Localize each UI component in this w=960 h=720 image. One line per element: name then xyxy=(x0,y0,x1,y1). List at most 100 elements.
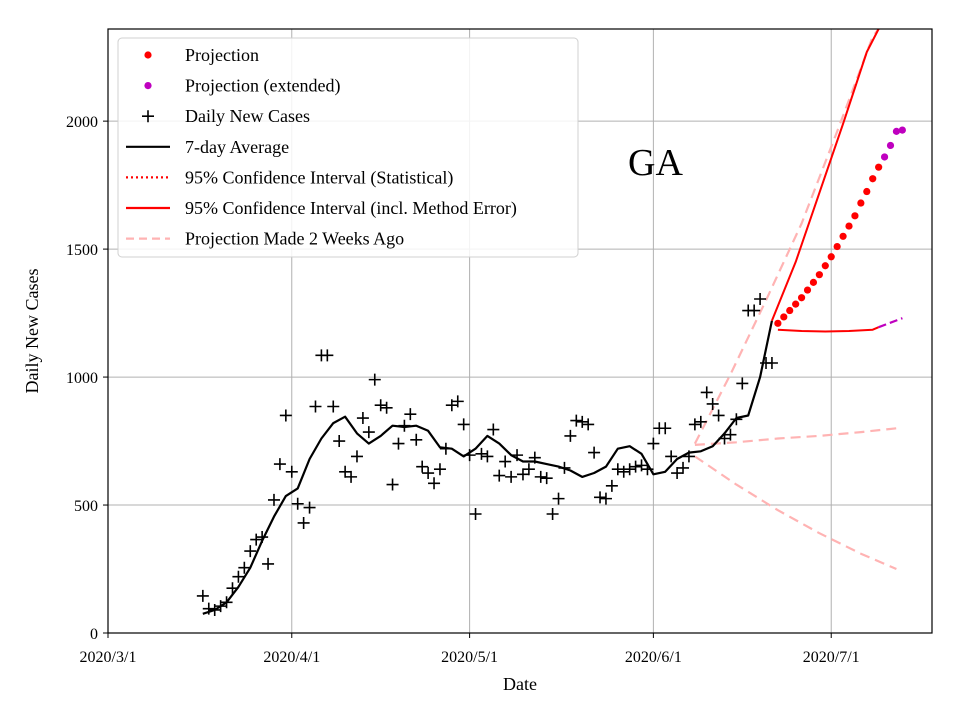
daily-cases-marker xyxy=(285,465,298,478)
daily-cases-marker xyxy=(244,545,257,558)
daily-cases-marker xyxy=(238,561,251,574)
daily-cases-marker xyxy=(386,478,399,491)
daily-cases-marker xyxy=(398,419,411,432)
daily-cases-marker xyxy=(303,501,316,514)
daily-cases-marker xyxy=(256,531,269,544)
daily-cases-marker xyxy=(410,433,423,446)
x-tick-label: 2020/6/1 xyxy=(625,649,682,666)
legend-label: Projection xyxy=(185,45,259,65)
daily-cases-marker xyxy=(665,450,678,463)
daily-cases-marker xyxy=(730,413,743,426)
daily-cases-marker xyxy=(362,426,375,439)
projection-made-2-weeks-ago-lower-line xyxy=(694,455,897,571)
daily-cases-marker xyxy=(368,373,381,386)
daily-cases-marker xyxy=(202,602,215,615)
x-tick-label: 2020/3/1 xyxy=(80,649,137,666)
y-tick-label: 500 xyxy=(74,498,98,515)
projection-dot xyxy=(875,163,883,171)
legend-handle-black-plus xyxy=(142,110,154,123)
daily-cases-marker xyxy=(428,477,441,490)
daily-cases-marker xyxy=(226,582,239,595)
legend-box xyxy=(117,37,579,258)
lower-extended-line xyxy=(878,317,903,329)
daily-cases-marker xyxy=(439,442,452,455)
daily-cases-marker xyxy=(623,463,636,476)
legend-handle-magenta-dot xyxy=(144,82,152,90)
projection-dot xyxy=(851,212,859,220)
y-tick-label: 0 xyxy=(90,626,98,643)
daily-cases-marker xyxy=(267,493,280,506)
daily-cases-marker xyxy=(599,492,612,505)
daily-cases-marker xyxy=(736,377,749,390)
daily-cases-marker xyxy=(588,446,601,459)
daily-cases-marker xyxy=(528,451,541,464)
daily-cases-marker xyxy=(582,418,595,431)
plot-frame xyxy=(107,28,933,634)
daily-cases-marker xyxy=(487,423,500,436)
projection-made-2-weeks-ago-middle-line xyxy=(694,427,897,446)
daily-cases-marker xyxy=(374,399,387,412)
projection-dot xyxy=(863,187,871,196)
projection-dot xyxy=(803,286,812,294)
daily-cases-marker xyxy=(647,437,660,450)
daily-cases-marker xyxy=(552,492,565,505)
daily-cases-marker xyxy=(641,463,654,476)
legend-handle-red-dot xyxy=(144,51,152,59)
projection-dot xyxy=(780,313,788,321)
plot-area xyxy=(196,29,906,616)
daily-cases-marker xyxy=(516,468,529,481)
daily-cases-marker xyxy=(327,400,340,413)
7-day-average-line xyxy=(202,320,773,615)
legend-label: 95% Confidence Interval (Statistical) xyxy=(185,167,453,188)
daily-cases-marker xyxy=(380,401,393,414)
projection-dot xyxy=(797,294,806,302)
daily-cases-marker xyxy=(700,386,713,399)
projection-extended-dot xyxy=(892,127,901,135)
daily-cases-marker xyxy=(511,449,524,462)
daily-cases-marker xyxy=(534,470,547,483)
daily-cases-marker xyxy=(196,589,209,602)
95-confidence-interval-incl-method-error-lower-line xyxy=(777,326,879,333)
projection-dot xyxy=(774,319,782,327)
x-tick-label: 2020/4/1 xyxy=(263,649,320,666)
daily-cases-marker xyxy=(339,465,352,478)
daily-cases-marker xyxy=(422,467,435,480)
daily-cases-marker xyxy=(475,447,488,460)
daily-cases-marker xyxy=(220,596,233,609)
daily-cases-marker xyxy=(688,418,701,431)
daily-cases-marker xyxy=(297,516,310,529)
daily-cases-marker xyxy=(350,450,363,463)
legend-label: 7-day Average xyxy=(185,137,289,157)
daily-cases-marker xyxy=(659,422,672,435)
projection-extended-dot xyxy=(880,153,889,161)
y-tick-label: 1500 xyxy=(66,242,98,259)
y-tick-label: 2000 xyxy=(66,114,98,131)
daily-cases-marker xyxy=(463,449,476,462)
daily-cases-marker xyxy=(605,479,618,492)
daily-cases-marker xyxy=(333,435,346,448)
y-axis-title: Daily New Cases xyxy=(22,269,42,394)
daily-cases-marker xyxy=(682,450,695,463)
daily-cases-marker xyxy=(356,412,369,425)
daily-cases-marker xyxy=(611,463,624,476)
x-axis-title: Date xyxy=(503,674,537,694)
projection-dot xyxy=(809,278,818,286)
daily-cases-marker xyxy=(451,395,464,408)
daily-cases-marker xyxy=(748,304,761,317)
daily-cases-marker xyxy=(416,460,429,473)
legend-label: Projection Made 2 Weeks Ago xyxy=(185,229,404,249)
legend-label: Projection (extended) xyxy=(185,76,340,97)
legend-label: Daily New Cases xyxy=(185,106,310,126)
projection-dot xyxy=(839,232,847,240)
daily-cases-marker xyxy=(712,409,725,422)
plot-series xyxy=(196,29,906,616)
daily-cases-marker xyxy=(404,408,417,421)
daily-cases-marker xyxy=(754,293,767,306)
daily-cases-marker xyxy=(706,397,719,410)
daily-cases-marker xyxy=(345,470,358,483)
projection-dot xyxy=(815,271,823,279)
projection-dot xyxy=(792,300,800,308)
daily-cases-marker xyxy=(499,455,512,468)
daily-cases-marker xyxy=(765,356,778,369)
